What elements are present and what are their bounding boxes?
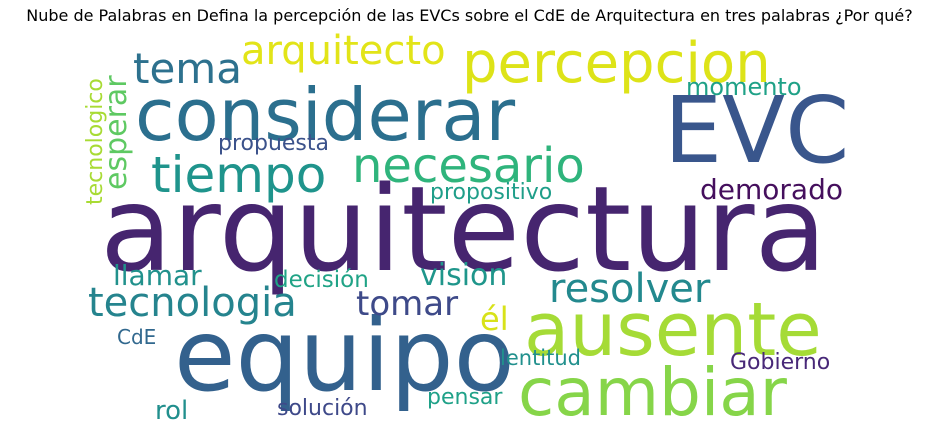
word-pensar: pensar xyxy=(427,385,503,410)
word-tomar: tomar xyxy=(356,284,458,324)
word-percepcion: percepcion xyxy=(462,31,771,96)
word-vision: vision xyxy=(420,258,507,293)
word-el: él xyxy=(480,300,509,338)
word-cambiar: cambiar xyxy=(518,354,788,430)
word-necesario: necesario xyxy=(352,138,585,194)
word-ausente: ausente xyxy=(524,287,822,373)
word-equipo: equipo xyxy=(174,297,515,414)
word-gobierno: Gobierno xyxy=(730,350,830,375)
word-esperar: esperar xyxy=(99,75,134,190)
word-demorado: demorado xyxy=(700,173,843,206)
word-tema: tema xyxy=(133,44,242,93)
word-decision: decisión xyxy=(274,267,369,293)
word-solucion: solución xyxy=(277,396,368,421)
word-considerar: considerar xyxy=(135,73,516,157)
word-tecnologico: tecnologico xyxy=(83,78,108,205)
word-arquitectura: arquitectura xyxy=(100,160,827,298)
word-lentitud: lentitud xyxy=(500,346,581,370)
word-tecnologia: tecnologia xyxy=(88,280,297,326)
word-llamar: llamar xyxy=(113,259,202,292)
word-evc: EVC xyxy=(664,77,849,184)
word-propuesta: propuesta xyxy=(218,131,329,156)
word-propositivo: propositivo xyxy=(430,180,552,205)
page-title: Nube de Palabras en Defina la percepción… xyxy=(26,6,913,25)
word-rol: rol xyxy=(155,396,188,426)
word-cde: CdE xyxy=(117,325,156,349)
word-tiempo: tiempo xyxy=(151,146,326,204)
word-resolver: resolver xyxy=(549,266,711,312)
word-momento: momento xyxy=(686,73,802,101)
word-arquitecto: arquitecto xyxy=(241,28,446,74)
